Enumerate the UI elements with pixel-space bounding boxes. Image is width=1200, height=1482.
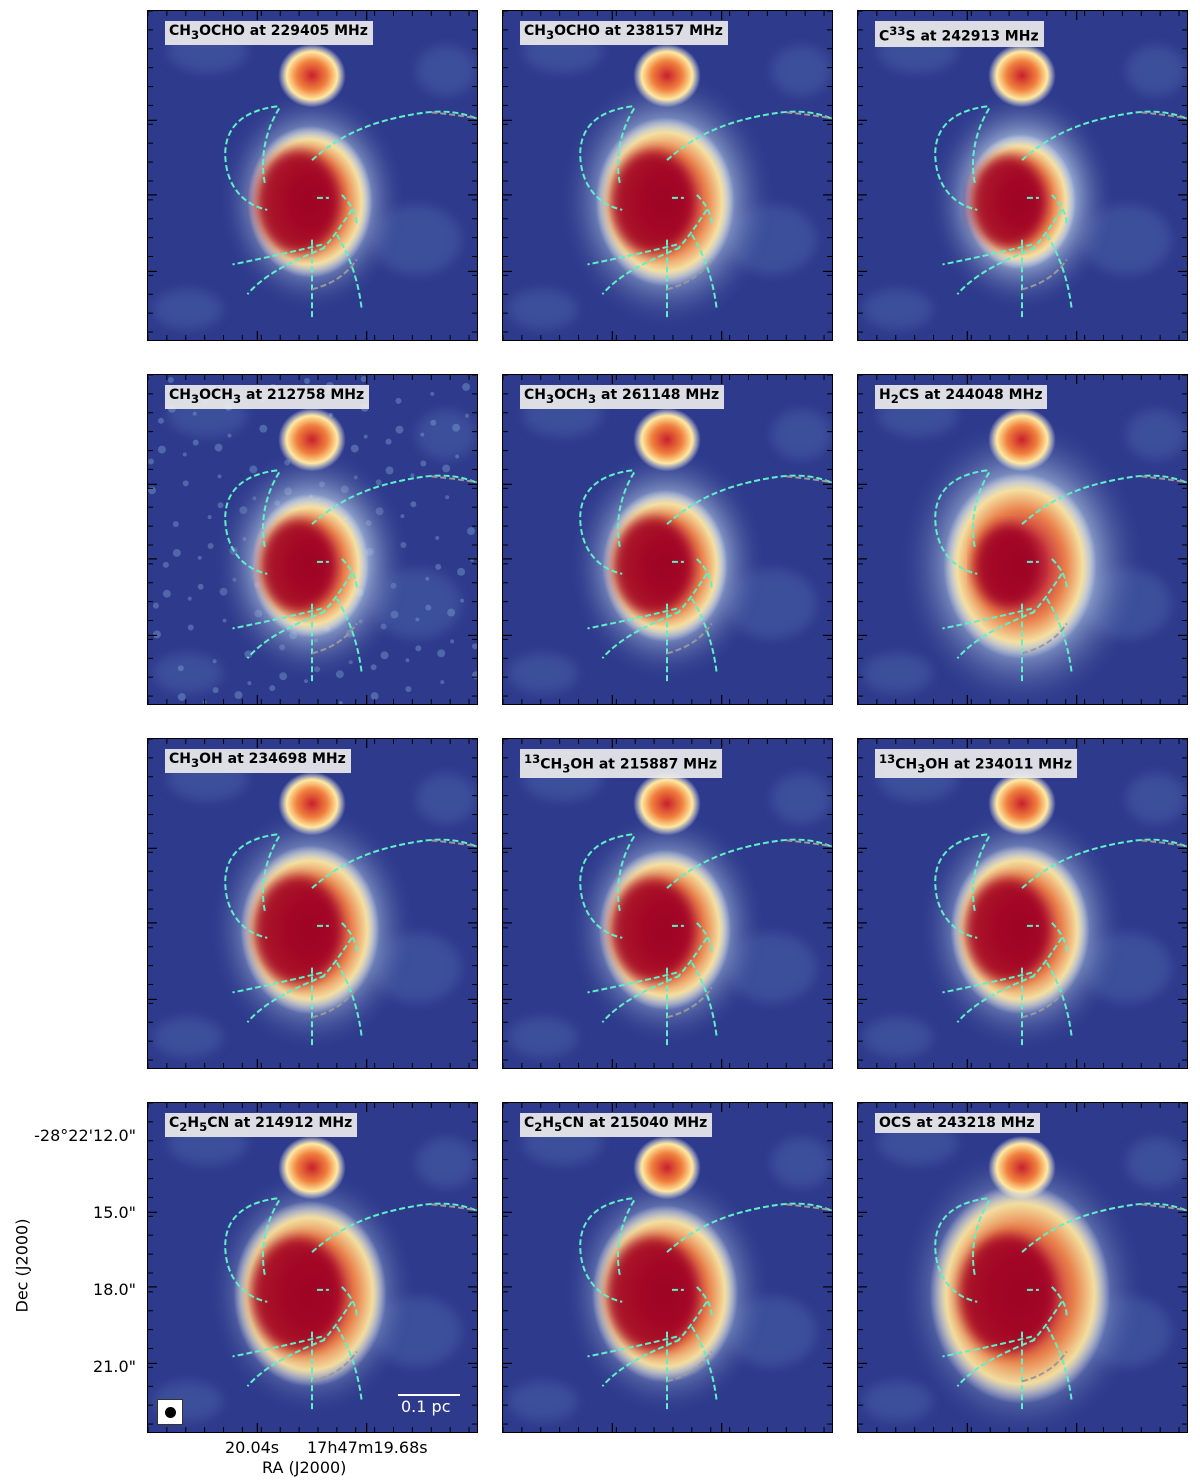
emission-map [148,739,477,1068]
panel-title: CH3OCHO at 238157 MHz [520,21,728,45]
panel-title: C33S at 242913 MHz [875,21,1044,47]
emission-map-panel: 13CH3OH at 215887 MHz [502,738,833,1069]
emission-map [503,1103,832,1432]
panel-title: CH3OCH3 at 261148 MHz [520,385,725,409]
dec-tick-label: 21.0" [93,1357,136,1376]
dec-tick-label: -28°22'12.0" [34,1126,136,1145]
panel-title: 13CH3OH at 234011 MHz [875,749,1077,779]
emission-map-panel: OCS at 243218 MHz [857,1102,1188,1433]
emission-map-panel: CH3OCH3 at 212758 MHz [147,374,478,705]
emission-map-panel: CH3OCHO at 238157 MHz [502,10,833,341]
emission-map-panel: C2H5CN at 215040 MHz [502,1102,833,1433]
emission-map [858,1103,1187,1432]
panel-title: CH3OCH3 at 212758 MHz [165,385,370,409]
beam-indicator [157,1399,183,1425]
panel-title: C2H5CN at 214912 MHz [165,1113,358,1137]
emission-map [858,739,1187,1068]
panel-title: C2H5CN at 215040 MHz [520,1113,713,1137]
scale-bar [398,1394,460,1396]
emission-map [503,375,832,704]
emission-map [148,11,477,340]
ra-tick-label: 17h47m19.68s [307,1438,428,1457]
emission-map-panel: C2H5CN at 214912 MHz 0.1 pc [147,1102,478,1433]
emission-map-panel: CH3OH at 234698 MHz [147,738,478,1069]
ra-axis-label: RA (J2000) [262,1458,347,1477]
panel-title: OCS at 243218 MHz [875,1113,1040,1133]
emission-map-panel: C33S at 242913 MHz [857,10,1188,341]
emission-map-panel: CH3OCH3 at 261148 MHz [502,374,833,705]
panel-title: CH3OCHO at 229405 MHz [165,21,373,45]
panel-title: 13CH3OH at 215887 MHz [520,749,722,779]
scale-bar-label: 0.1 pc [401,1397,451,1416]
emission-map [503,739,832,1068]
emission-map [148,1103,477,1432]
dec-axis-label: Dec (J2000) [12,1218,32,1313]
ra-tick-label: 20.04s [225,1438,280,1457]
panel-title: H2CS at 244048 MHz [875,385,1048,409]
emission-map [858,11,1187,340]
panel-title: CH3OH at 234698 MHz [165,749,351,773]
beam-ellipse [165,1407,176,1418]
emission-map [148,375,477,704]
emission-map-panel: 13CH3OH at 234011 MHz [857,738,1188,1069]
emission-map [858,375,1187,704]
dec-tick-label: 18.0" [93,1280,136,1299]
emission-map-panel: H2CS at 244048 MHz [857,374,1188,705]
emission-map-panel: CH3OCHO at 229405 MHz [147,10,478,341]
dec-tick-label: 15.0" [93,1203,136,1222]
emission-map [503,11,832,340]
